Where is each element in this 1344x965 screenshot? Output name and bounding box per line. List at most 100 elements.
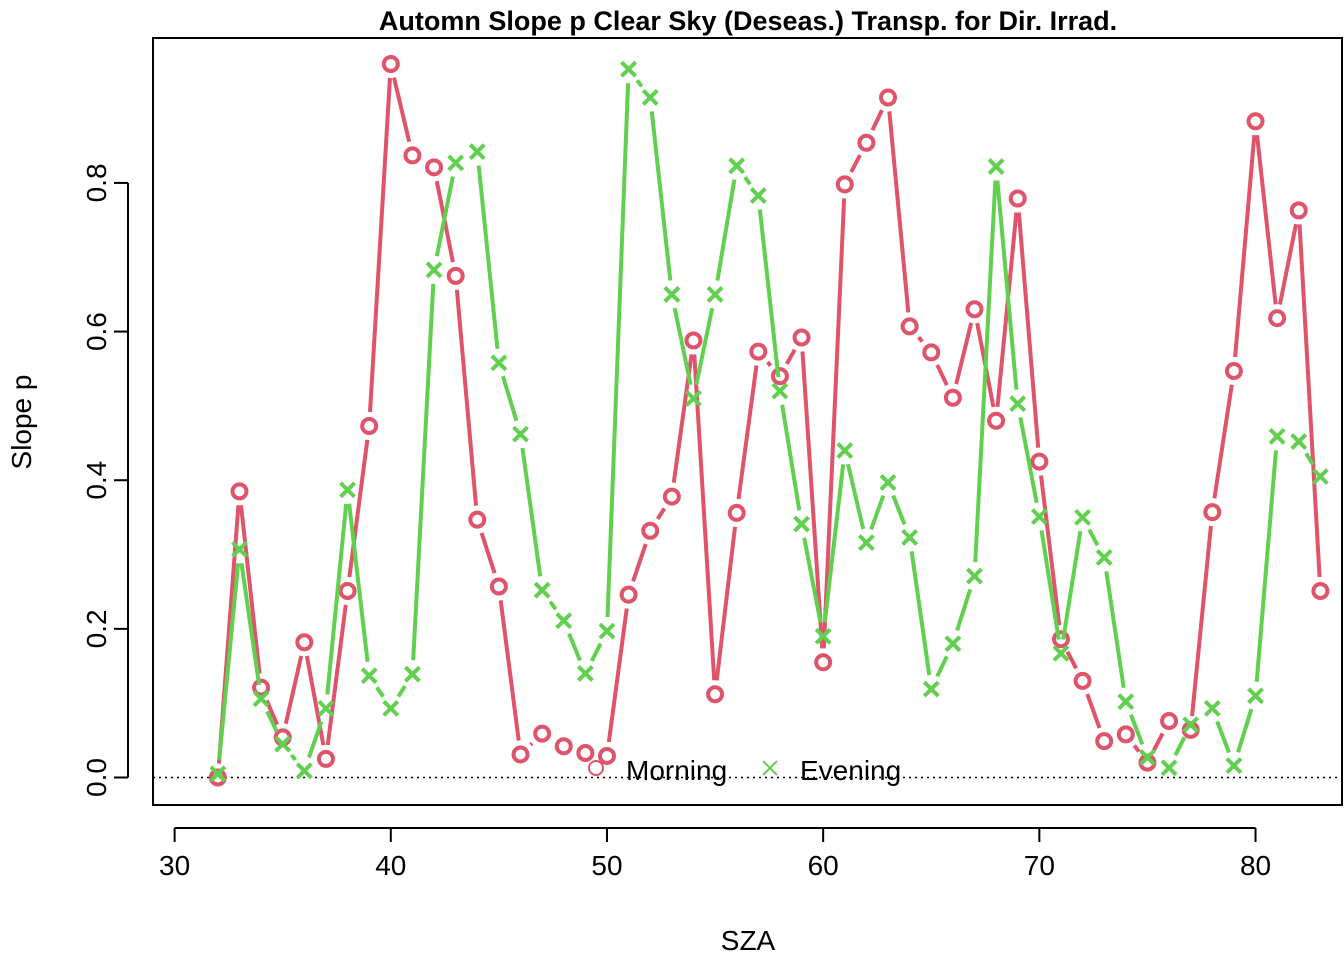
evening-point (901, 529, 919, 546)
morning-segment (631, 543, 648, 583)
morning-point (252, 678, 271, 697)
evening-point (512, 425, 529, 443)
evening-point (339, 481, 356, 499)
evening-point (620, 60, 638, 78)
morning-segment (995, 212, 1019, 408)
x-tick-label: 80 (1240, 850, 1271, 881)
evening-point (1182, 716, 1200, 734)
evening-segment (1129, 714, 1145, 746)
evening-point (1247, 687, 1264, 705)
evening-segment (307, 720, 324, 759)
morning-segment (656, 507, 667, 520)
morning-segment (479, 532, 497, 574)
morning-point (1008, 189, 1027, 208)
evening-segment (846, 463, 866, 530)
evening-point (857, 534, 875, 552)
morning-point (425, 158, 444, 177)
evening-point (1074, 508, 1091, 526)
evening-segment (501, 375, 519, 422)
morning-point (381, 55, 400, 74)
evening-segment (1087, 528, 1100, 547)
morning-point (835, 175, 854, 194)
morning-segment (954, 322, 974, 385)
x-tick-label: 70 (1024, 850, 1055, 881)
morning-point (1073, 671, 1092, 690)
morning-point (554, 737, 573, 756)
evening-point (425, 261, 443, 279)
evening-point (879, 474, 897, 491)
morning-segment (785, 348, 797, 365)
morning-segment (454, 289, 479, 506)
evening-point (922, 680, 940, 698)
morning-segment (529, 741, 534, 747)
morning-segment (1297, 224, 1322, 578)
x-tick-label: 40 (375, 850, 406, 881)
evening-point (793, 515, 810, 533)
evening-point (1160, 759, 1178, 777)
morning-segment (800, 351, 825, 649)
morning-segment (606, 608, 629, 743)
morning-segment (1255, 134, 1278, 305)
morning-point (965, 300, 984, 319)
morning-point (403, 146, 422, 165)
evening-segment (955, 588, 973, 631)
evening-point (1268, 427, 1286, 445)
y-axis-label: Slope p (6, 375, 37, 470)
morning-segment (1233, 135, 1257, 358)
morning-point (1203, 503, 1222, 522)
evening-segment (289, 753, 298, 762)
y-tick-label: 0.8 (81, 163, 112, 202)
morning-point (857, 133, 876, 152)
morning-point (619, 585, 638, 604)
evening-segment (635, 79, 644, 88)
y-tick-label: 0.2 (81, 609, 112, 648)
morning-point (1268, 309, 1287, 328)
morning-segment (849, 154, 862, 173)
morning-point (1289, 201, 1308, 220)
x-axis-label: SZA (721, 925, 776, 956)
morning-segment (935, 364, 949, 386)
morning-point (706, 685, 725, 704)
evening-point (1009, 395, 1027, 413)
evening-point (317, 699, 335, 717)
evening-segment (1304, 452, 1315, 466)
evening-point (771, 382, 789, 400)
evening-segment (411, 283, 436, 661)
evening-point (360, 667, 378, 685)
evening-segment (1039, 530, 1061, 640)
evening-segment (757, 209, 781, 378)
evening-point (641, 89, 659, 106)
morning-point (511, 745, 530, 764)
evening-segment (567, 632, 582, 662)
legend-morning-symbol (588, 760, 604, 776)
evening-segment (217, 563, 241, 761)
legend-evening-symbol (762, 760, 778, 776)
morning-segment (1039, 475, 1062, 626)
evening-segment (1018, 417, 1039, 504)
evening-point (1139, 749, 1156, 766)
morning-point (684, 331, 703, 350)
evening-segment (1236, 708, 1254, 753)
morning-segment (821, 198, 847, 649)
evening-segment (780, 404, 802, 511)
evening-segment (649, 111, 673, 281)
morning-point (662, 487, 681, 506)
x-tick-label: 30 (159, 850, 190, 881)
evening-segment (239, 562, 262, 686)
evening-segment (1061, 530, 1083, 640)
morning-point (597, 746, 616, 765)
evening-point (966, 567, 983, 585)
evening-point (836, 442, 854, 459)
evening-segment (672, 307, 693, 386)
morning-point (1224, 361, 1243, 380)
morning-point (230, 482, 249, 501)
evening-segment (375, 686, 385, 698)
evening-segment (605, 83, 631, 618)
morning-point (489, 577, 508, 596)
evening-segment (1104, 571, 1126, 689)
evening-segment (396, 684, 407, 698)
x-tick-label: 60 (808, 850, 839, 881)
evening-segment (1215, 720, 1231, 754)
evening-segment (1173, 736, 1187, 757)
